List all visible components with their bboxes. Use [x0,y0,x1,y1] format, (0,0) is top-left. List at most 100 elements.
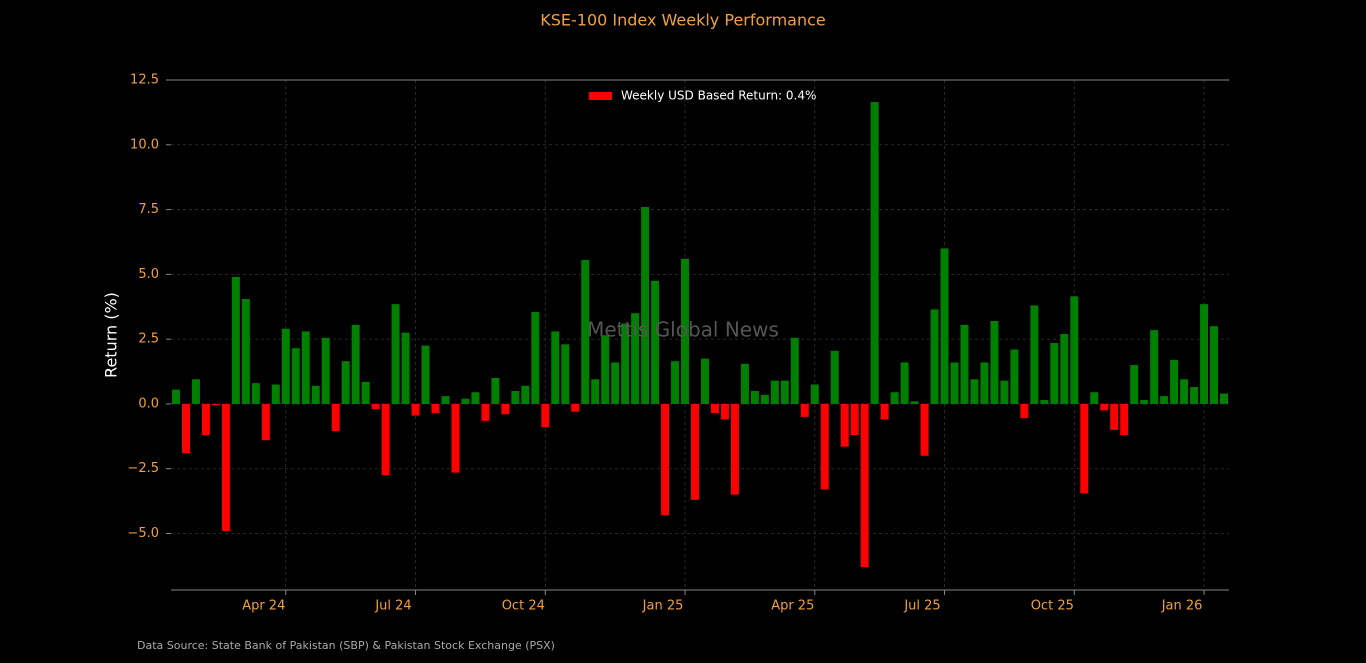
bar [691,403,700,500]
bar [1010,349,1019,404]
bar [840,403,849,447]
bar [371,403,380,410]
bar [211,403,220,406]
bar [561,344,570,404]
x-tick-label: Jul 25 [903,599,940,614]
x-tick-label: Jul 24 [374,599,411,614]
bar [631,313,640,404]
bar [591,379,600,404]
bar [810,384,819,404]
bar [770,380,779,404]
y-tick-label: 7.5 [138,202,159,217]
bar [261,403,270,441]
bar [441,396,450,404]
bar [940,248,949,404]
bar [391,304,400,404]
bar [1000,380,1009,404]
bar [920,403,929,456]
bar [1070,296,1079,404]
bar [511,390,520,404]
legend-swatch [589,92,612,100]
bar [700,358,709,404]
x-tick-label: Jan 26 [1161,599,1203,614]
bar [181,403,190,454]
bar [661,403,670,516]
bar [201,403,210,436]
bar [1190,387,1199,404]
bar [601,335,610,404]
bar [281,328,290,404]
bar [1130,365,1139,404]
y-tick-label: 10.0 [130,137,159,152]
bar [361,381,370,404]
x-tick-label: Oct 24 [502,599,545,614]
bar [671,361,680,404]
y-tick-label: −5.0 [127,526,159,541]
bar [291,348,300,404]
y-tick-label: 5.0 [138,267,159,282]
chart-title: KSE-100 Index Weekly Performance [540,11,826,30]
bar [1160,396,1169,404]
bar [710,403,719,414]
bar [471,392,480,404]
bar [1140,400,1149,404]
bar [641,206,650,404]
bar [850,403,859,436]
source-note: Data Source: State Bank of Pakistan (SBP… [137,639,555,652]
bar [1060,333,1069,404]
bar [421,345,430,404]
bar [830,350,839,404]
bar [980,362,989,404]
bar [790,337,799,404]
bar [1080,403,1089,494]
y-tick-label: 0.0 [138,396,159,411]
x-tick-label: Apr 24 [242,599,285,614]
bar [621,323,630,404]
bar [531,311,540,404]
bar [1200,304,1209,404]
bar [321,337,330,404]
bar [1150,330,1159,404]
bar [451,403,460,473]
bar [860,403,869,568]
y-tick-label: −2.5 [127,461,159,476]
bar [581,260,590,404]
bar [381,403,390,476]
bar [1180,379,1189,404]
y-tick-label: 2.5 [138,332,159,347]
bar [880,403,889,420]
bar [1120,403,1129,436]
bar [401,332,410,404]
bar [501,403,510,415]
bar [1090,392,1099,404]
bar [241,298,250,404]
bar [1050,343,1059,404]
x-tick-label: Oct 25 [1031,599,1074,614]
bar [750,390,759,404]
bar [890,392,899,404]
bar [730,403,739,495]
bar [171,389,180,404]
y-tick-label: 12.5 [130,73,159,88]
bar [970,379,979,404]
bar [191,379,200,404]
bar [521,385,530,404]
bar [760,394,769,404]
legend-label: Weekly USD Based Return: 0.4% [621,89,816,103]
bar [251,383,260,404]
watermark: Mettis Global News [587,318,779,342]
bar [960,324,969,404]
bar [1170,359,1179,404]
bar [491,378,500,404]
bar [301,331,310,404]
bar [271,384,280,404]
bar [1040,400,1049,404]
bar [351,324,360,404]
y-axis-label: Return (%) [102,292,121,378]
bar [461,398,470,404]
bar [541,403,550,428]
bar [571,403,580,412]
bar [481,403,490,421]
bar [930,309,939,404]
